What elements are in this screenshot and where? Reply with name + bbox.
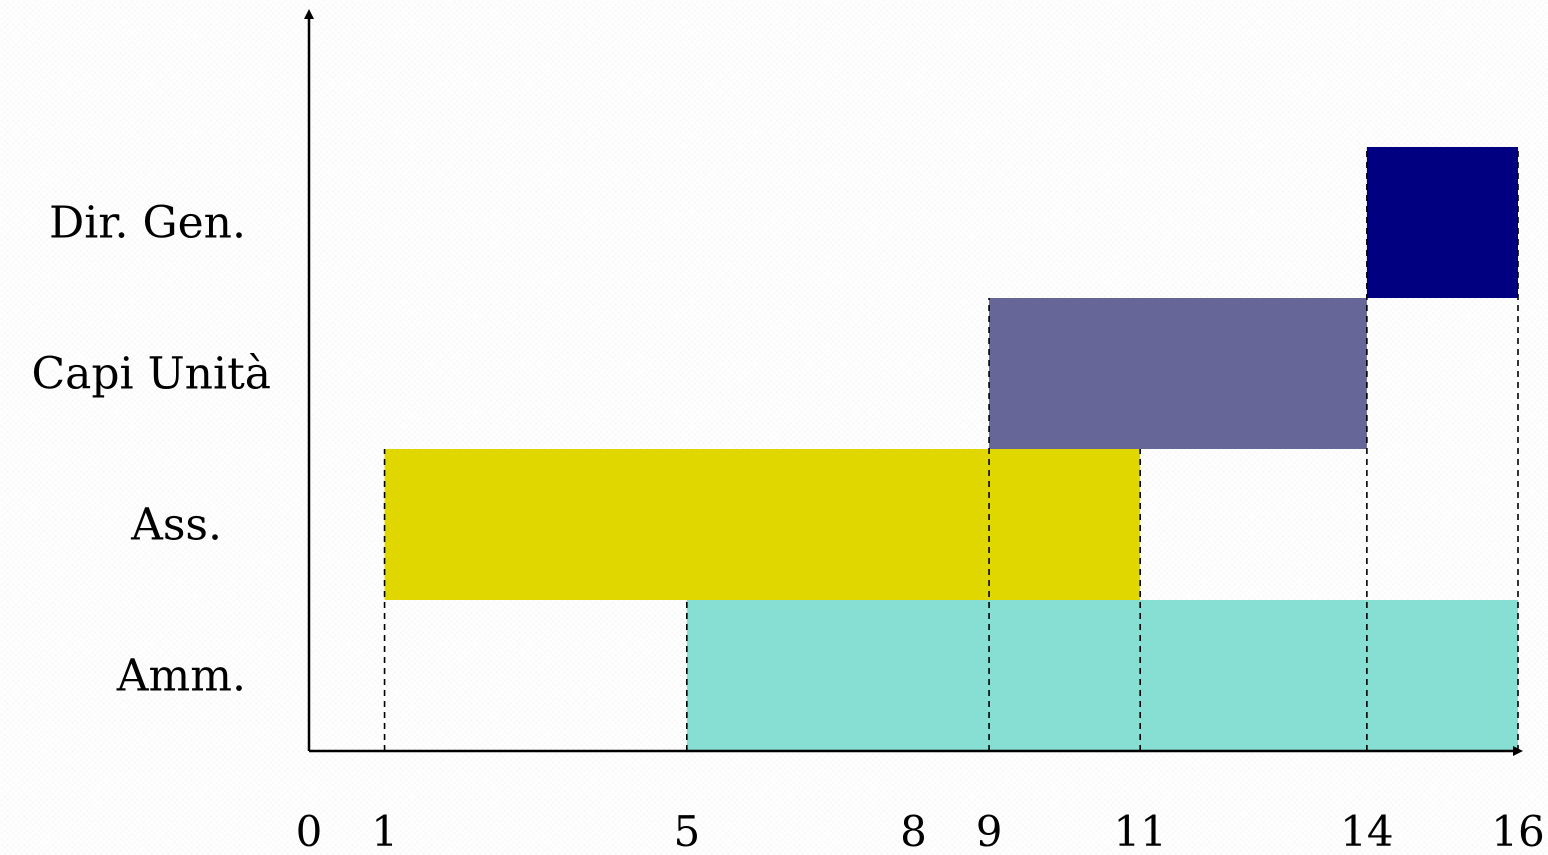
bar-amm [686, 600, 1518, 751]
x-tick-labels: 0 1 5 8 9 11 14 16 [296, 807, 1545, 855]
category-label: Capi Unità [31, 349, 271, 400]
category-label: Dir. Gen. [49, 198, 246, 249]
category-label: Amm. [116, 651, 246, 702]
axes [304, 9, 1523, 756]
bars-layer [384, 147, 1518, 751]
x-tick-label: 0 [296, 807, 323, 855]
bar-capi-unit [989, 298, 1367, 449]
category-labels: Amm. Ass. Capi Unità Dir. Gen. [31, 198, 271, 702]
x-tick-label: 5 [673, 807, 700, 855]
x-tick-label: 14 [1340, 807, 1393, 855]
x-tick-label: 1 [371, 807, 398, 855]
guide-lines [383, 147, 1519, 751]
x-tick-label: 8 [900, 807, 927, 855]
x-tick-label: 9 [976, 807, 1003, 855]
bar-ass [384, 449, 1141, 600]
bar-dir-gen [1366, 147, 1518, 298]
x-tick-label: 16 [1491, 807, 1544, 855]
x-tick-label: 11 [1113, 807, 1166, 855]
category-label: Ass. [130, 500, 222, 551]
